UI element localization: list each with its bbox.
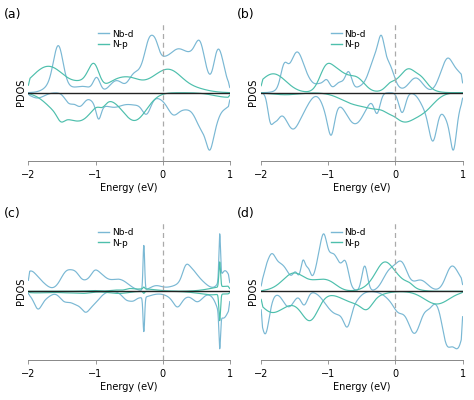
Text: (c): (c) [4, 207, 21, 220]
Legend: Nb-d, N-p: Nb-d, N-p [330, 227, 367, 248]
Text: (d): (d) [237, 207, 255, 220]
Y-axis label: PDOS: PDOS [248, 278, 258, 305]
Y-axis label: PDOS: PDOS [248, 79, 258, 106]
X-axis label: Energy (eV): Energy (eV) [100, 382, 158, 392]
Text: (b): (b) [237, 8, 255, 21]
Y-axis label: PDOS: PDOS [16, 278, 26, 305]
Legend: Nb-d, N-p: Nb-d, N-p [97, 227, 134, 248]
Y-axis label: PDOS: PDOS [16, 79, 26, 106]
X-axis label: Energy (eV): Energy (eV) [333, 382, 391, 392]
Text: (a): (a) [4, 8, 22, 21]
X-axis label: Energy (eV): Energy (eV) [333, 183, 391, 193]
Legend: Nb-d, N-p: Nb-d, N-p [330, 29, 367, 50]
Legend: Nb-d, N-p: Nb-d, N-p [97, 29, 134, 50]
X-axis label: Energy (eV): Energy (eV) [100, 183, 158, 193]
